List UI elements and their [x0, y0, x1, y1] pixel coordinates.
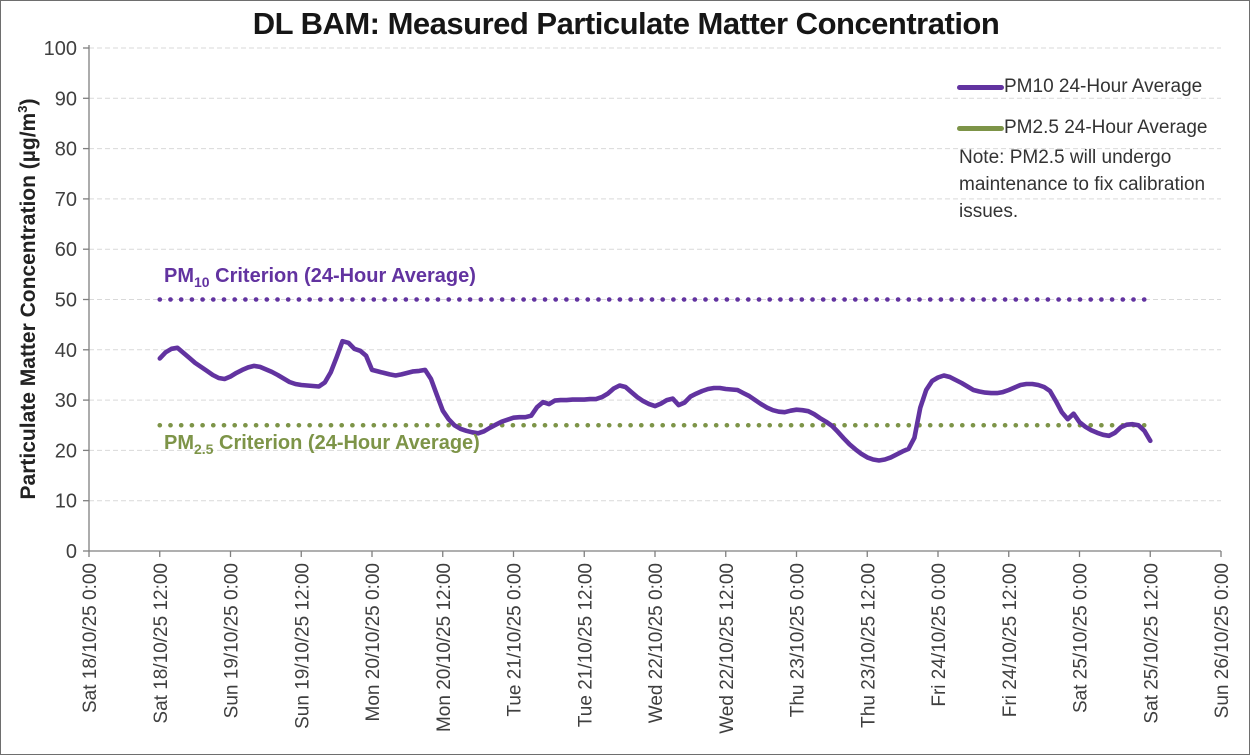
- y-tick-label-20: 20: [55, 440, 77, 462]
- y-tick-label-40: 40: [55, 340, 77, 362]
- x-tick-label-5: Mon 20/10/25 12:00: [434, 563, 455, 732]
- pm25-criterion-subscript: 2.5: [194, 441, 214, 457]
- pm10-criterion-label: PM10 Criterion (24-Hour Average): [164, 265, 476, 290]
- note-text: Note: PM2.5 will undergo maintenance to …: [959, 147, 1206, 222]
- y-tick-label-70: 70: [55, 189, 77, 211]
- pm25-criterion-text: Criterion (24-Hour Average): [213, 432, 480, 454]
- legend-swatch-pm25: [957, 125, 1004, 131]
- legend-swatch-pm10: [957, 84, 1004, 90]
- y-axis-title-text: Particulate Matter Concentration (µg/m: [17, 112, 40, 500]
- y-tick-label-30: 30: [55, 390, 77, 412]
- x-tick-label-3: Sun 19/10/25 12:00: [292, 563, 313, 729]
- x-tick-label-8: Wed 22/10/25 0:00: [646, 563, 667, 723]
- x-tick-label-1: Sat 18/10/25 12:00: [151, 563, 172, 724]
- y-tick-label-100: 100: [44, 38, 77, 60]
- x-tick-label-4: Mon 20/10/25 0:00: [363, 563, 384, 721]
- y-axis-title-close: ): [17, 98, 40, 106]
- x-tick-label-9: Wed 22/10/25 12:00: [717, 563, 738, 734]
- y-axis-title-sup: 3: [15, 105, 30, 113]
- legend: PM10 24-Hour Average PM2.5 24-Hour Averag…: [957, 73, 1208, 155]
- legend-label-pm10: PM10 24-Hour Average: [1004, 76, 1203, 97]
- y-tick-label-90: 90: [55, 88, 77, 110]
- pm10-criterion-prefix: PM: [164, 265, 194, 287]
- pm10-criterion-subscript: 10: [194, 274, 210, 290]
- x-tick-label-13: Fri 24/10/25 12:00: [1000, 563, 1021, 717]
- x-tick-label-12: Fri 24/10/25 0:00: [929, 563, 950, 707]
- x-tick-label-2: Sun 19/10/25 0:00: [222, 563, 243, 718]
- x-tick-label-10: Thu 23/10/25 0:00: [788, 563, 809, 717]
- x-tick-label-14: Sat 25/10/25 0:00: [1071, 563, 1092, 713]
- x-tick-label-11: Thu 23/10/25 12:00: [858, 563, 879, 728]
- pm25-criterion-prefix: PM: [164, 432, 194, 454]
- series-line-pm10-24-hour-average: [157, 338, 1153, 463]
- y-tick-label-0: 0: [66, 541, 77, 563]
- legend-item-pm25: PM2.5 24-Hour Average: [957, 114, 1208, 142]
- pm25-criterion-label: PM2.5 Criterion (24-Hour Average): [164, 432, 480, 457]
- x-tick-label-16: Sun 26/10/25 0:00: [1212, 563, 1233, 718]
- x-tick-label-0: Sat 18/10/25 0:00: [80, 563, 101, 713]
- pm10-criterion-text: Criterion (24-Hour Average): [209, 265, 476, 287]
- y-tick-label-80: 80: [55, 139, 77, 161]
- y-tick-label-10: 10: [55, 491, 77, 513]
- chart-title: DL BAM: Measured Particulate Matter Conc…: [252, 6, 1000, 41]
- legend-label-pm25: PM2.5 24-Hour Average: [1004, 117, 1208, 138]
- y-tick-label-50: 50: [55, 290, 77, 312]
- legend-item-pm10: PM10 24-Hour Average: [957, 73, 1208, 101]
- x-tick-label-6: Tue 21/10/25 0:00: [505, 563, 526, 717]
- x-tick-label-15: Sat 25/10/25 12:00: [1141, 563, 1162, 724]
- x-tick-label-7: Tue 21/10/25 12:00: [575, 563, 596, 727]
- y-tick-label-60: 60: [55, 239, 77, 261]
- y-axis-title: Particulate Matter Concentration (µg/m3): [15, 99, 41, 500]
